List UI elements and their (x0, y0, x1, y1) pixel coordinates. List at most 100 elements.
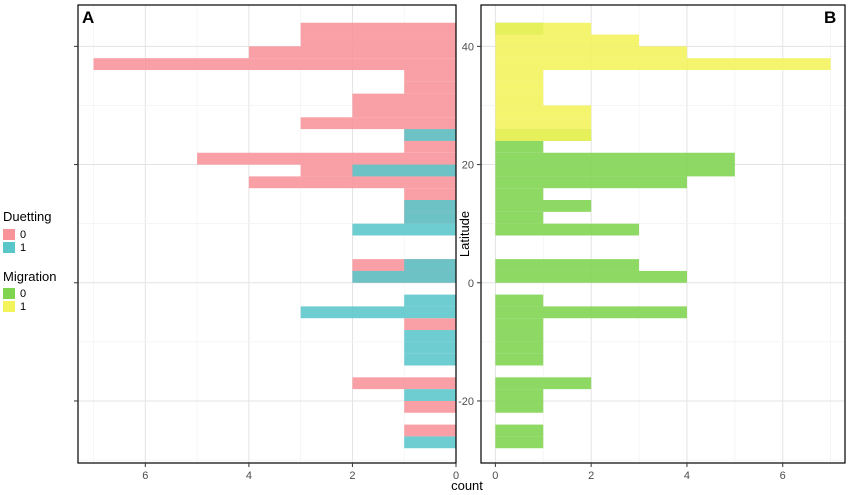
legend-migration-swatch-1 (3, 301, 15, 312)
bar-b-series-0 (495, 211, 544, 224)
bar-b-series-0 (495, 424, 544, 437)
bar-b-series-0 (495, 200, 592, 212)
bar-a-series-0 (404, 400, 456, 413)
bar-a-series-0 (404, 188, 456, 201)
bar-b-series-0 (495, 188, 544, 201)
panel-b-label: B (824, 8, 836, 27)
bar-b-series-0 (495, 140, 544, 153)
legend-duetting-title: Duetting (3, 209, 51, 224)
x-tick-label: 4 (684, 470, 690, 482)
bar-a-series-1 (404, 436, 456, 449)
bar-a-series-0 (248, 46, 456, 59)
bar-a-series-1 (352, 270, 456, 283)
bar-a-series-1 (404, 330, 456, 342)
bar-b-series-0 (495, 164, 735, 177)
bar-a-series-0 (300, 117, 456, 130)
legend-migration-title: Migration (3, 269, 56, 284)
legend-migration-label-1: 1 (20, 301, 26, 313)
bar-b-series-0 (495, 294, 544, 307)
legend-migration-swatch-0 (3, 288, 15, 299)
panel-a-bars (93, 22, 457, 449)
bar-a-series-0 (404, 318, 456, 331)
legend-duetting-swatch-0 (3, 229, 15, 240)
x-tick-label: 2 (349, 470, 355, 482)
bar-b-series-0 (495, 270, 687, 283)
bar-a-series-0 (300, 22, 456, 35)
bar-a-series-1 (404, 353, 456, 366)
bar-b-series-0 (495, 223, 640, 236)
legend-migration-label-0: 0 (20, 288, 26, 300)
bar-b-series-1 (495, 34, 640, 47)
bar-b-series-0 (495, 389, 544, 401)
legend-duetting-label-0: 0 (20, 229, 26, 241)
panel-a-label: A (82, 8, 94, 27)
legends: Duetting 0 1 Migration 0 1 (3, 209, 56, 313)
bar-b-series-1 (495, 105, 592, 118)
bar-b-series-1 (495, 129, 592, 141)
bar-b-series-1 (495, 22, 592, 35)
panel-a-x-ticks: 6 4 2 0 (142, 463, 459, 482)
bar-a-series-0 (300, 34, 456, 47)
bar-b-series-0 (495, 353, 544, 366)
bar-a-series-1 (404, 200, 456, 212)
panel-a-border (77, 4, 457, 464)
bar-b-series-1 (495, 70, 544, 82)
bar-a-series-1 (404, 389, 456, 401)
panel-a-y-ticks (74, 45, 78, 402)
bar-b-series-1 (495, 58, 831, 71)
y-tick-label: 0 (468, 278, 474, 290)
y-tick-label: -20 (458, 396, 474, 408)
x-tick-label: 6 (142, 470, 148, 482)
x-tick-label: 2 (588, 470, 594, 482)
bar-a-series-0 (352, 93, 456, 106)
x-tick-label: 6 (780, 470, 786, 482)
bar-a-series-0 (197, 152, 456, 165)
bar-b-series-1 (495, 46, 687, 59)
panel-b-x-ticks: 0 2 4 6 (492, 463, 786, 482)
panel-b-bars (495, 22, 831, 449)
panel-a: 6 4 2 0 A (74, 4, 459, 482)
y-tick-label: 20 (462, 160, 474, 172)
bar-b-series-0 (495, 259, 640, 271)
y-tick-label: 40 (462, 41, 474, 53)
bar-b-series-0 (495, 436, 544, 449)
bar-a-series-1 (404, 211, 456, 224)
bar-a-series-1 (352, 164, 456, 177)
bar-a-series-1 (404, 129, 456, 141)
bar-a-series-0 (93, 58, 457, 71)
bar-b-series-0 (495, 318, 544, 331)
panel-b-border (480, 4, 846, 464)
bar-a-series-1 (352, 223, 456, 236)
bar-a-series-0 (352, 377, 456, 390)
bar-a-series-0 (404, 70, 456, 82)
bar-b-series-0 (495, 176, 687, 189)
legend-duetting-label-1: 1 (20, 242, 26, 254)
bar-b-series-1 (495, 81, 544, 94)
bar-b-series-0 (495, 341, 544, 354)
bar-b-series-0 (495, 400, 544, 413)
bar-a-series-1 (300, 306, 456, 319)
bar-a-series-0 (404, 81, 456, 94)
bar-a-series-0 (352, 105, 456, 118)
bar-a-series-0 (404, 424, 456, 437)
bar-b-series-1 (495, 117, 592, 130)
x-tick-label: 4 (246, 470, 252, 482)
bar-b-series-1 (495, 93, 544, 106)
bar-a-series-1 (404, 294, 456, 307)
x-tick-label: 0 (453, 470, 459, 482)
bar-a-series-1 (404, 259, 456, 271)
x-tick-label: 0 (492, 470, 498, 482)
bar-a-series-0 (248, 176, 456, 189)
bar-b-series-0 (495, 330, 544, 342)
bar-b-series-0 (495, 152, 735, 165)
legend-duetting-swatch-1 (3, 242, 15, 253)
bar-b-series-0 (495, 377, 592, 390)
y-axis-title: Latitude (457, 211, 472, 257)
bar-a-series-0 (404, 140, 456, 153)
panel-b: 0 2 4 6 40 20 0 -20 B Latitude (457, 4, 846, 482)
bar-b-series-0 (495, 306, 687, 319)
x-axis-title: count (451, 478, 483, 493)
bar-a-series-1 (404, 341, 456, 354)
panel-b-y-ticks: 40 20 0 -20 (458, 41, 481, 408)
